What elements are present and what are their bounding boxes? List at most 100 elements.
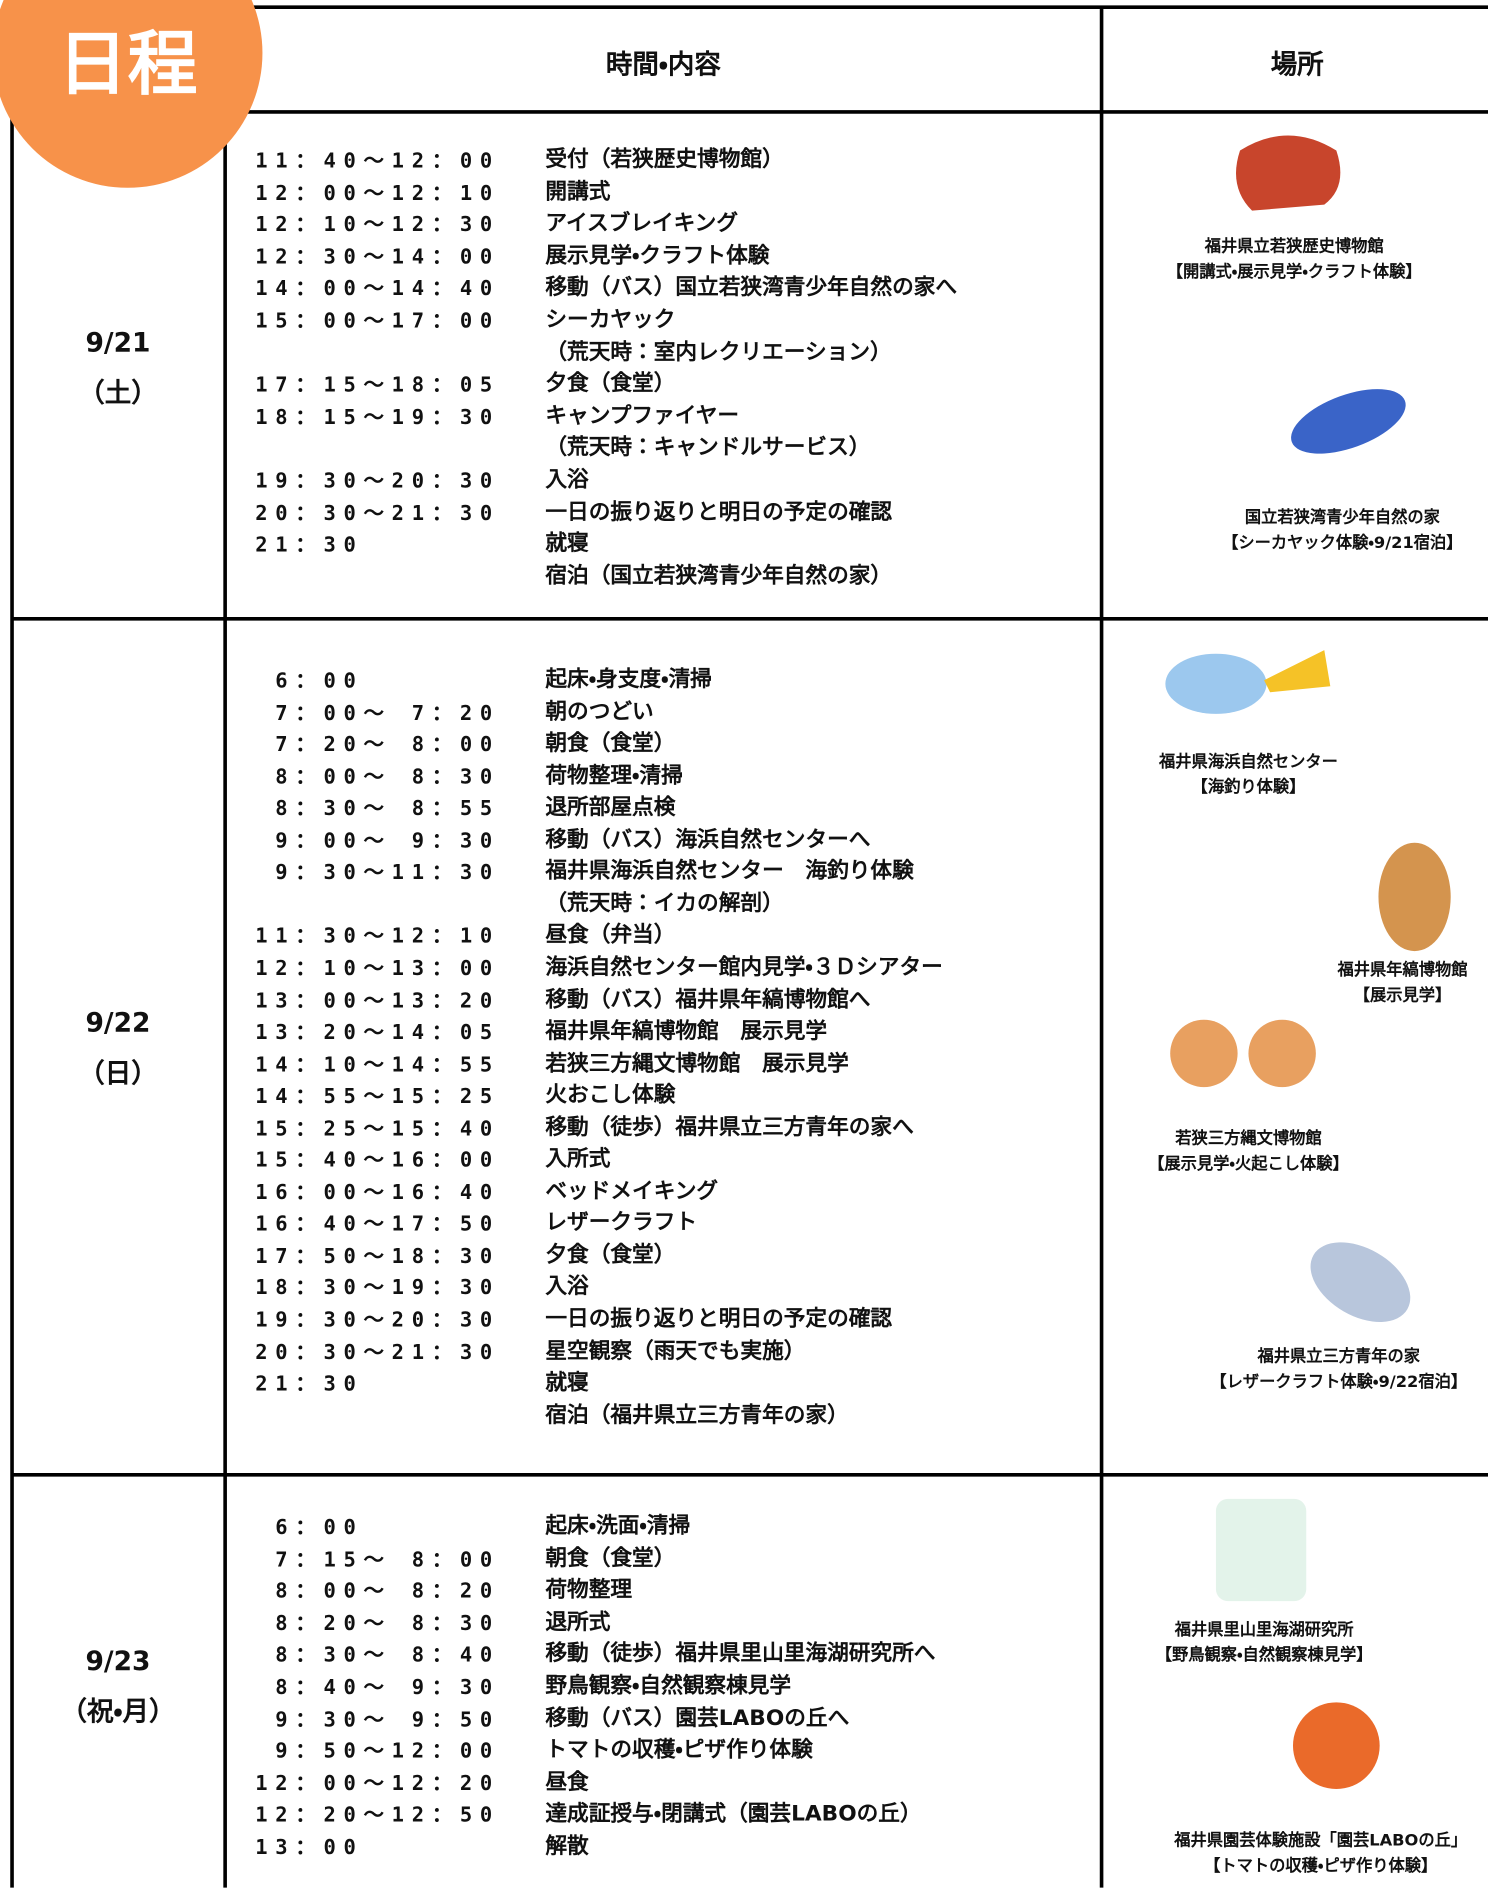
time: 17：15〜18：05 [255,373,500,398]
activity: 移動（バス）国立若狭湾青少年自然の家へ [545,274,958,301]
activity: （荒天時：イカの解剖） [545,890,784,916]
activity: 退所式 [545,1609,611,1635]
mascot [1170,1019,1238,1088]
activity: 福井県年縞博物館 展示見学 [545,1018,828,1044]
place-name: 福井県里山里海湖研究所 [1174,1620,1354,1640]
activity: 退所部屋点検 [545,794,676,821]
place-detail: 【海釣り体験】 [1191,777,1306,797]
mascot [1378,842,1451,952]
activity: 移動（徒歩）福井県里山里海湖研究所へ [545,1641,936,1667]
activity: 移動（バス）海浜自然センターへ [545,826,871,853]
time: 12：30〜14：00 [255,245,500,270]
activity: 朝食（食堂） [545,1545,676,1571]
activity: 朝食（食堂） [545,730,676,757]
illustrations [1165,135,1451,1789]
time: 19：30〜20：30 [255,469,500,494]
activity: 就寝 [545,1370,589,1396]
activity: 起床・洗面・清掃 [545,1513,691,1539]
grid [10,5,1488,1888]
time: 8：00〜 8：20 [255,1579,500,1604]
time: 9：30〜11：30 [255,861,500,886]
time: 12：10〜13：00 [255,957,500,982]
activity: 朝のつどい [545,698,654,725]
date: 9/22 [85,1008,151,1039]
time: 18：30〜19：30 [255,1276,500,1301]
mascot [1264,650,1331,693]
time: 9：00〜 9：30 [255,829,500,854]
activity: 若狭三方縄文博物館 展示見学 [545,1050,849,1076]
activity: 宿泊（国立若狭湾青少年自然の家） [545,563,893,589]
place-detail: 【トマトの収穫・ピザ作り体験】 [1204,1856,1438,1876]
place-detail: 【シーカヤック体験・9/21宿泊】 [1222,533,1463,553]
activity: （荒天時：キャンドルサービス） [545,435,871,461]
time: 13：20〜14：05 [255,1020,500,1046]
time: 8：30〜 8：40 [255,1643,500,1668]
activity: 入所式 [545,1146,611,1172]
activity: レザークラフト [545,1210,698,1236]
time: 14：10〜14：55 [255,1052,500,1078]
time: 8：40〜 9：30 [255,1675,500,1700]
mascot [1236,135,1341,211]
activity: 昼食 [545,1769,589,1795]
mascot [1248,1019,1316,1088]
activity: キャンプファイヤー [545,403,740,429]
place-detail: 【展示見学】 [1353,985,1452,1006]
time: 14：00〜14：40 [255,277,500,302]
time: 12：00〜12：10 [255,181,500,206]
badge: 日程 [57,22,198,105]
place-name: 福井県立三方青年の家 [1257,1347,1420,1367]
activity: 星空観察（雨天でも実施） [545,1338,806,1364]
activity: 就寝 [545,531,589,557]
mascot [1292,1702,1380,1789]
activity: 入浴 [545,1274,589,1300]
time: 8：30〜 8：55 [255,797,500,822]
activity: 起床・身支度・清掃 [545,666,712,693]
activity: 移動（徒歩）福井県立三方青年の家へ [545,1114,914,1140]
activity: 海浜自然センター館内見学・３Ｄシアター [545,954,943,980]
activity: 達成証授与・閉講式（園芸LABOの丘） [545,1801,922,1827]
place-name: 福井県年縞博物館 [1337,960,1468,980]
column-header: 時間・内容 [605,50,721,81]
mascot [1310,1242,1411,1322]
activity: 火おこし体験 [545,1082,676,1108]
activity: 夕食（食堂） [545,371,676,397]
time: 9：30〜 9：50 [255,1707,500,1732]
time: 13：00〜13：20 [255,989,500,1014]
date: 9/21 [85,328,151,359]
time: 8：20〜 8：30 [255,1611,500,1636]
weekday: （日） [78,1059,158,1090]
activity: 福井県海浜自然センター 海釣り体験 [545,858,914,885]
place-name: 若狭三方縄文博物館 [1175,1129,1322,1149]
activity: 展示見学・クラフト体験 [545,242,770,269]
activity: （荒天時：室内レクリエーション） [545,339,892,365]
time: 17：50〜18：30 [255,1244,500,1269]
time: 12：20〜12：50 [255,1803,500,1828]
activity: 昼食（弁当） [545,922,676,948]
time: 16：40〜17：50 [255,1212,500,1237]
time: 12：10〜12：30 [255,213,500,238]
time: 9：50〜12：00 [255,1739,500,1764]
place-name: 福井県園芸体験施設「園芸LABOの丘」 [1174,1831,1468,1851]
time: 15：40〜16：00 [255,1148,500,1173]
time: 20：30〜21：30 [255,501,500,526]
time: 8：00〜 8：30 [255,765,500,790]
time: 21：30 [255,533,364,558]
time: 6：00 [255,669,364,694]
activity: 移動（バス）園芸LABOの丘へ [545,1705,850,1731]
time: 15：25〜15：40 [255,1116,500,1141]
activity: 一日の振り返りと明日の予定の確認 [545,1306,893,1332]
time: 11：40〜12：00 [255,149,500,174]
activity: トマトの収穫・ピザ作り体験 [545,1737,813,1763]
place-name: 福井県海浜自然センター [1159,752,1338,772]
activity: 解散 [545,1833,589,1859]
time: 12：00〜12：20 [255,1771,500,1796]
badge-circle [0,0,263,188]
time: 21：30 [255,1372,364,1397]
weekday: （祝・月） [60,1697,176,1728]
activity: 受付（若狭歴史博物館） [545,146,784,173]
activity: アイスブレイキング [545,210,739,237]
